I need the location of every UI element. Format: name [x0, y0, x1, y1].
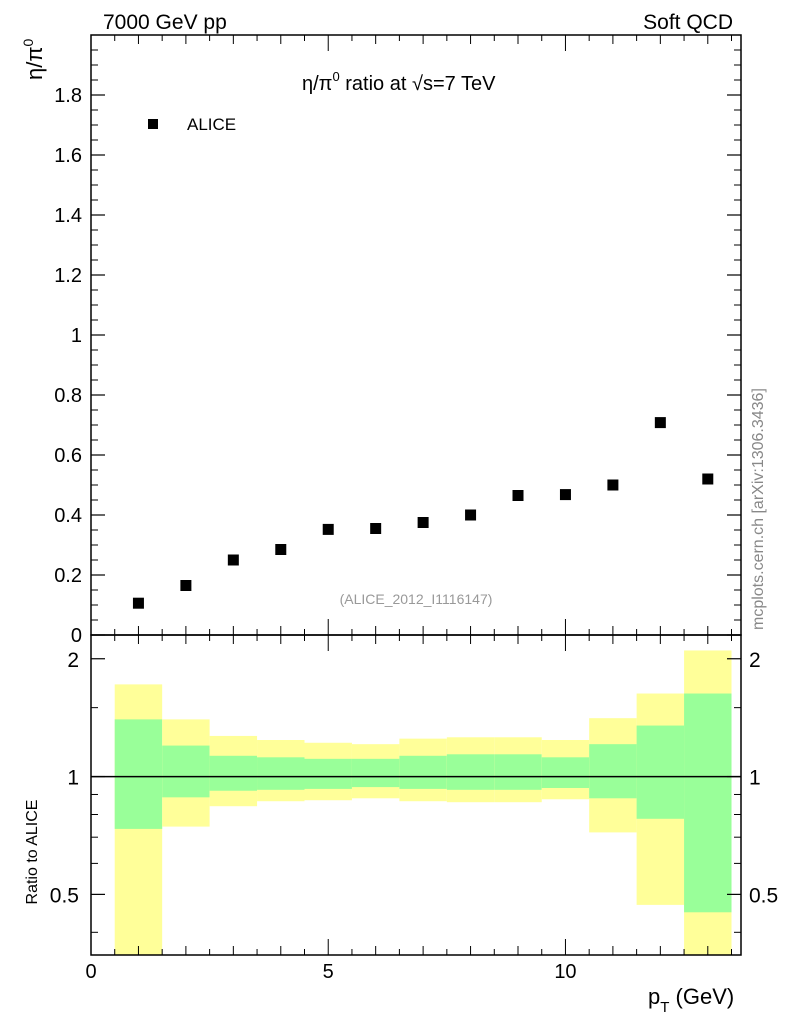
legend-marker [148, 119, 158, 129]
data-point [227, 554, 239, 566]
ratio-band-green [114, 719, 163, 829]
main-ylabel: η/π0 [20, 38, 47, 80]
ratio-band-green [684, 693, 732, 913]
ratio-frame [90, 634, 742, 956]
x-tick-label: 10 [554, 961, 576, 983]
header-left: 7000 GeV pp [103, 11, 227, 34]
ratio-band-green [589, 744, 637, 799]
ratio-band-green [257, 757, 305, 790]
y-tick-label: 0 [71, 625, 82, 647]
x-tick-label: 0 [85, 961, 96, 983]
ratio-y-tick-label: 0.5 [50, 884, 79, 907]
x-axis-label: pT (GeV) [648, 984, 734, 1016]
ratio-band-green [351, 758, 400, 788]
analysis-annotation: (ALICE_2012_I1116147) [340, 591, 493, 607]
y-tick-label: 0.6 [54, 445, 82, 467]
data-point [559, 489, 571, 501]
ratio-band-green [494, 754, 542, 790]
data-point [607, 479, 619, 491]
data-point [322, 523, 334, 535]
ratio-bands-group [114, 650, 732, 955]
ratio-ylabel: Ratio to ALICE [24, 800, 41, 905]
data-point [702, 473, 714, 485]
data-point [654, 417, 666, 429]
main-title: η/π0 ratio at √s=7 TeV [302, 69, 496, 95]
data-point [370, 523, 382, 534]
header-right: Soft QCD [643, 11, 733, 34]
watermark: mcplots.cern.ch [arXiv:1306.3436] [750, 388, 767, 630]
y-tick-label: 1.6 [54, 145, 82, 167]
data-point [512, 490, 524, 501]
main-points-group [132, 417, 714, 609]
main-axes-group: 0 0.2 0.4 0.6 0.8 1 1.2 1.4 1.6 1.8 [54, 35, 741, 647]
ratio-y-tick-label-right: 2 [749, 649, 761, 672]
y-tick-label: 1.2 [54, 265, 82, 287]
data-point [465, 509, 477, 521]
ratio-axes-group: 0.5 0.5 1 1 2 2 0 5 10 [50, 635, 778, 983]
y-tick-label: 1 [71, 325, 82, 347]
ratio-band-green [162, 745, 210, 798]
data-point [417, 517, 429, 528]
ratio-band-green [636, 725, 685, 819]
ratio-y-tick-label-right: 0.5 [749, 884, 778, 907]
ratio-band-green [446, 754, 495, 790]
data-point [275, 544, 287, 555]
y-tick-label: 0.8 [54, 385, 82, 407]
y-tick-label: 0.2 [54, 565, 82, 587]
ratio-band-green [209, 755, 258, 791]
data-point [180, 580, 192, 591]
ratio-band-green [399, 755, 447, 789]
x-tick-label: 5 [323, 961, 334, 983]
y-tick-label: 0.4 [54, 505, 82, 527]
ratio-y-tick-label: 2 [67, 649, 79, 672]
ratio-band-green [304, 758, 352, 789]
y-tick-label: 1.8 [54, 85, 82, 107]
ratio-y-tick-label-right: 1 [749, 767, 761, 790]
y-tick-label: 1.4 [54, 205, 82, 227]
data-point [132, 597, 144, 609]
legend-label: ALICE [187, 115, 236, 134]
ratio-y-tick-label: 1 [67, 767, 79, 790]
ratio-band-green [541, 757, 590, 788]
